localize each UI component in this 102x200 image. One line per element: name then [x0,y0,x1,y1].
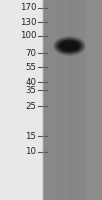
Bar [95,0,96,200]
Text: 15: 15 [25,132,36,141]
Bar [81,0,83,200]
Text: 100: 100 [20,31,36,40]
Bar [74,0,76,200]
Bar [96,0,97,200]
Bar [47,0,48,200]
Bar [69,0,71,200]
Ellipse shape [58,40,81,52]
Ellipse shape [56,38,83,54]
Bar [51,0,52,200]
Bar [44,0,45,200]
Bar [63,0,64,200]
Bar [93,0,94,200]
Bar [76,0,78,200]
Ellipse shape [60,42,79,50]
Bar [65,0,66,200]
Bar [61,0,62,200]
Bar [99,0,100,200]
Text: 10: 10 [25,147,36,156]
Bar [83,0,84,200]
Text: 25: 25 [25,102,36,111]
Bar [100,0,101,200]
Bar [91,0,92,200]
Text: 40: 40 [25,78,36,87]
Bar [45,0,46,200]
Bar [90,0,91,200]
Bar [68,0,69,200]
Bar [82,0,83,200]
Bar [53,0,54,200]
Bar [46,0,47,200]
Bar [87,0,88,200]
Bar [51,0,64,200]
Text: 70: 70 [25,48,36,58]
Text: 170: 170 [20,3,36,12]
Bar [92,0,93,200]
Text: 35: 35 [25,86,36,95]
Bar [98,0,99,200]
Bar [71,0,73,200]
Bar [73,0,75,200]
Bar [88,0,89,200]
Bar [60,0,61,200]
Bar [50,0,51,200]
Bar [52,0,53,200]
Bar [89,0,90,200]
Bar [62,0,63,200]
Bar [79,0,80,200]
Text: 130: 130 [20,18,36,27]
Bar [101,0,102,200]
Bar [94,0,95,200]
Bar [43,0,44,200]
Bar [85,0,86,200]
Bar [86,0,87,200]
Bar [65,0,67,200]
Bar [67,0,68,200]
Bar [49,0,50,200]
Bar [70,0,72,200]
Bar [78,0,80,200]
Bar [48,0,49,200]
Bar [75,0,77,200]
Bar [59,0,60,200]
Bar [64,0,65,200]
Bar [84,0,85,200]
Bar [57,0,58,200]
Bar [77,0,79,200]
Bar [58,0,59,200]
Bar [56,0,57,200]
Bar [55,0,56,200]
Bar [68,0,84,200]
Bar [80,0,81,200]
Ellipse shape [54,37,85,55]
Bar [68,0,70,200]
Bar [72,0,74,200]
Text: 55: 55 [25,62,36,72]
Bar [97,0,98,200]
Bar [54,0,55,200]
